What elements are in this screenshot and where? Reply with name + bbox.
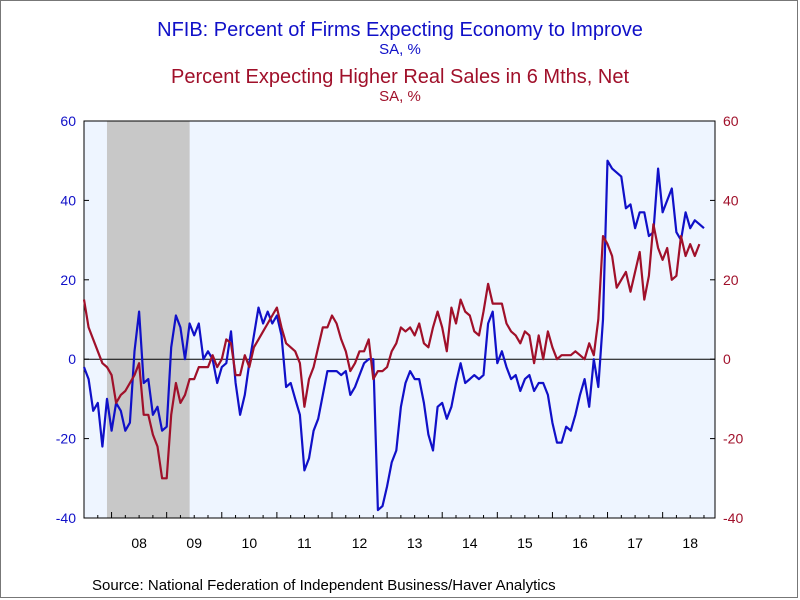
left-tick-label: 20: [60, 272, 76, 288]
left-tick-label: 40: [60, 192, 76, 208]
right-tick-label: -20: [723, 431, 743, 447]
series1-title: NFIB: Percent of Firms Expecting Economy…: [157, 19, 643, 41]
left-tick-label: -40: [56, 510, 76, 526]
series1-units: SA, %: [379, 41, 421, 58]
right-tick-label: 20: [723, 272, 739, 288]
x-tick-label: 09: [186, 535, 202, 551]
plot-border: [83, 120, 716, 519]
left-tick-label: -20: [56, 431, 76, 447]
right-tick-label: 60: [723, 113, 739, 129]
x-tick-label: 17: [627, 535, 643, 551]
series2-title: Percent Expecting Higher Real Sales in 6…: [171, 66, 629, 88]
x-tick-label: 16: [572, 535, 588, 551]
series-higher-sales-line: [82, 223, 701, 480]
x-tick-label: 13: [407, 535, 423, 551]
x-tick-label: 11: [297, 535, 312, 551]
series2-units: SA, %: [379, 88, 421, 105]
x-tick-label: 08: [131, 535, 147, 551]
right-tick-label: 40: [723, 192, 739, 208]
x-tick-label: 15: [517, 535, 533, 551]
left-tick-label: 60: [60, 113, 76, 129]
left-tick-label: 0: [68, 351, 76, 367]
right-tick-label: 0: [723, 351, 731, 367]
right-tick-label: -40: [723, 510, 743, 526]
series-economy-improve-line: [82, 159, 705, 512]
x-tick-label: 12: [352, 535, 368, 551]
x-tick-label: 10: [242, 535, 258, 551]
x-tick-label: 18: [682, 535, 698, 551]
x-tick-label: 14: [462, 535, 478, 551]
source-note: Source: National Federation of Independe…: [92, 577, 556, 594]
